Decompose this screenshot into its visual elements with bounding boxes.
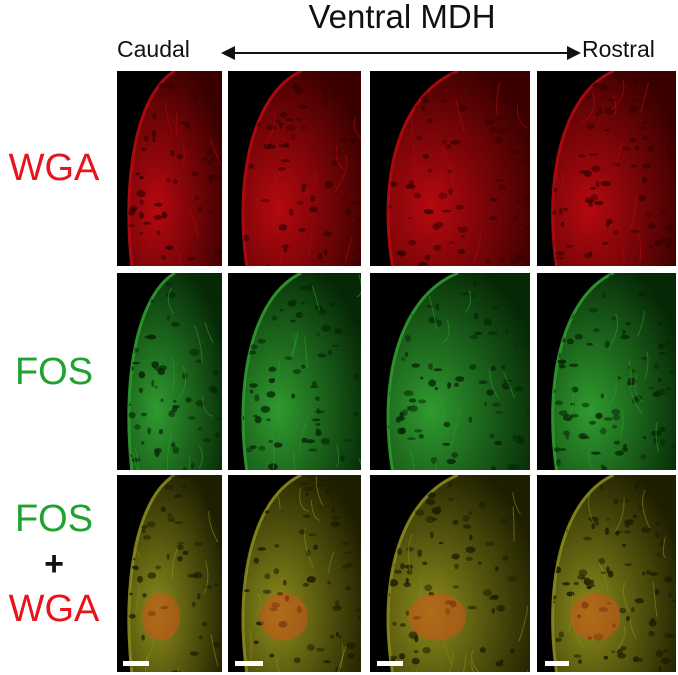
merge-label-wga: WGA xyxy=(8,588,100,630)
micrograph-fos-2 xyxy=(228,273,361,470)
scale-bar xyxy=(123,661,149,666)
tissue-image xyxy=(241,273,361,470)
tissue-image xyxy=(551,475,676,672)
tissue-section xyxy=(242,273,361,470)
micrograph-wga-caudal xyxy=(117,71,222,266)
tissue-image xyxy=(127,475,222,672)
scale-bar xyxy=(235,661,263,666)
figure-title: Ventral MDH xyxy=(308,0,496,35)
tissue-section xyxy=(388,273,530,470)
micrograph-wga-3 xyxy=(370,71,530,266)
micrograph-merge-rostral xyxy=(537,475,676,672)
tissue-image xyxy=(241,71,361,266)
tissue-image xyxy=(386,273,530,470)
scale-bar xyxy=(377,661,403,666)
micrograph-merge-2 xyxy=(228,475,361,672)
tissue-image xyxy=(551,273,676,470)
tissue-image xyxy=(551,71,676,266)
tissue-image xyxy=(241,475,361,672)
micrograph-fos-caudal xyxy=(117,273,222,470)
scale-bar xyxy=(545,661,569,666)
tissue-image xyxy=(386,71,530,266)
micrograph-merge-3 xyxy=(370,475,530,672)
micrograph-fos-rostral xyxy=(537,273,676,470)
tissue-section xyxy=(242,71,361,266)
row-label-merge: FOS + WGA xyxy=(0,497,108,632)
tissue-image xyxy=(386,475,530,672)
tissue-image xyxy=(127,273,222,470)
tissue-section xyxy=(552,273,676,470)
micrograph-fos-3 xyxy=(370,273,530,470)
tissue-section xyxy=(128,71,222,266)
row-label-fos: FOS xyxy=(14,351,94,393)
tissue-section xyxy=(388,71,530,266)
row-label-wga: WGA xyxy=(8,147,100,189)
merge-label-fos: FOS xyxy=(14,498,94,540)
micrograph-wga-rostral xyxy=(537,71,676,266)
rostral-label: Rostral xyxy=(582,36,655,62)
tissue-section xyxy=(128,273,222,470)
caudal-rostral-arrow xyxy=(221,46,581,60)
micrograph-merge-caudal xyxy=(117,475,222,672)
micrograph-wga-2 xyxy=(228,71,361,266)
tissue-image xyxy=(127,71,222,266)
caudal-label: Caudal xyxy=(117,36,190,62)
merge-label-plus: + xyxy=(44,545,64,583)
